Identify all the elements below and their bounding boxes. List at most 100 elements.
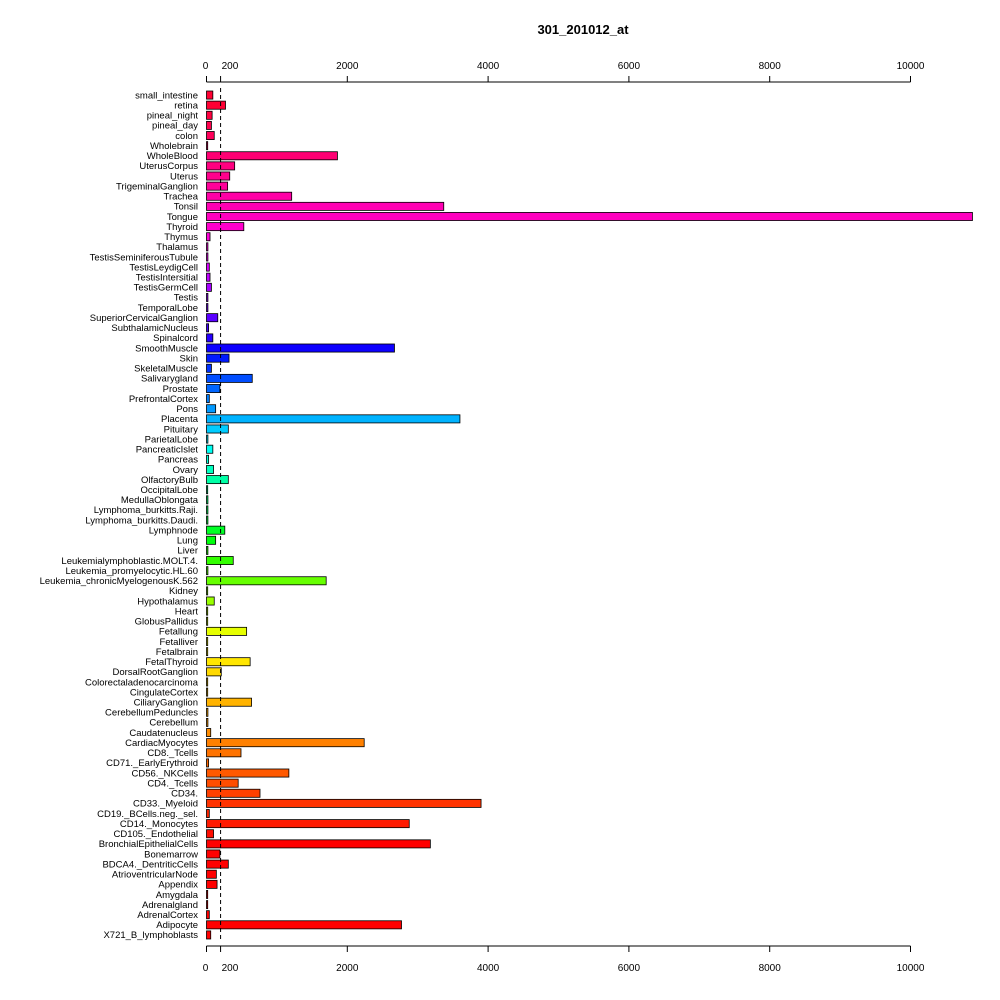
category-label: Caudatenucleus [129,728,198,739]
bar [206,232,211,242]
category-label: TrigeminalGanglion [116,181,198,192]
category-label: Tonsil [174,202,198,213]
bar [206,778,239,788]
bar [206,333,214,343]
bar [206,535,217,545]
bar [206,252,209,262]
bar [206,262,210,272]
category-label: CD4._Tcells [147,778,198,789]
bar [206,647,209,657]
bar [206,930,212,940]
category-label: pineal_night [147,111,199,122]
bar [206,212,973,221]
category-label: Tongue [167,212,198,223]
category-label: CerebellumPeduncles [105,708,198,719]
category-label: OlfactoryBulb [141,475,198,486]
bar [206,900,209,910]
category-label: Amygdala [156,890,199,901]
bar [206,890,209,899]
category-label: UterusCorpus [139,161,198,172]
category-label: Pons [176,404,198,415]
category-label: Prostate [163,384,198,395]
bar [206,819,410,829]
bar [206,384,221,393]
bar [206,586,209,596]
category-label: Lymphoma_burkitts.Raji. [94,505,198,516]
bar [206,545,209,555]
category-label: Thyroid [166,222,198,233]
bar [206,768,290,778]
tick-label: 6000 [618,963,641,974]
category-label: Heart [175,606,199,617]
category-label: ParietalLobe [145,434,198,445]
bar [206,313,219,323]
category-label: Uterus [170,171,198,182]
bar [206,272,211,282]
bar [206,879,218,889]
bar [206,404,217,414]
bottom-axis: 0 200 2000 4000 6000 8000 10000 [203,945,925,974]
category-label: X721_B_lymphoblasts [103,930,198,941]
category-label: Placenta [161,414,199,425]
bar [206,717,209,727]
bar [206,556,234,565]
category-label: CD19._BCells.neg._sel. [97,809,198,820]
bar [206,353,230,363]
bar [206,576,327,586]
bar [206,677,209,687]
category-label: BDCA4._DentriticCells [102,859,198,870]
bar [206,181,229,191]
category-label: Cerebellum [149,718,198,729]
category-label: CD8._Tcells [147,748,198,759]
bar [206,910,210,920]
bar [206,171,231,181]
bar [206,809,210,818]
bar [206,616,209,626]
category-label: Lymphnode [149,525,198,536]
category-label: TestisSeminiferousTubule [90,252,198,263]
bar [206,849,221,859]
bar [206,120,212,130]
bar [206,292,209,302]
category-label: CD56._NKCells [131,768,198,779]
tick-label: 2000 [336,963,359,974]
category-label: AtrioventricularNode [112,870,198,881]
category-label: pineal_day [152,121,198,132]
category-label: SuperiorCervicalGanglion [90,313,198,324]
bar [206,495,209,505]
bar [206,697,252,707]
category-label: Pancreas [158,455,198,466]
bar [206,596,215,606]
category-label: TestisIntersitial [136,273,198,284]
bar [206,454,210,464]
category-label: Wholebrain [150,141,198,152]
category-label: Thalamus [156,242,198,253]
category-label: Testis [174,293,199,304]
category-label: small_intestine [135,90,198,101]
bar [206,131,215,140]
bar [206,687,209,697]
category-label: BronchialEpithelialCells [99,839,199,850]
bar [206,859,229,869]
category-label: SubthalamicNucleus [111,323,198,334]
bar [206,667,222,677]
category-label: Bonemarrow [144,849,198,860]
bar [206,707,209,717]
category-label: PrefrontalCortex [129,394,198,405]
category-labels: small_intestineretinapineal_nightpineal_… [40,90,199,941]
category-label: OccipitalLobe [140,485,198,496]
category-label: Spinalcord [153,333,198,344]
bar [206,303,209,313]
category-label: Fetalbrain [156,647,198,658]
tick-label: 2000 [336,61,359,72]
bar [206,728,212,738]
chart-title: 301_201012_at [537,22,629,37]
bar [206,444,214,454]
tick-label: 6000 [618,61,641,72]
bars [206,90,973,940]
category-label: CD34. [171,789,198,800]
bar [206,475,229,485]
category-label: TestisLeydigCell [129,262,198,273]
tick-label: 10000 [897,61,925,72]
